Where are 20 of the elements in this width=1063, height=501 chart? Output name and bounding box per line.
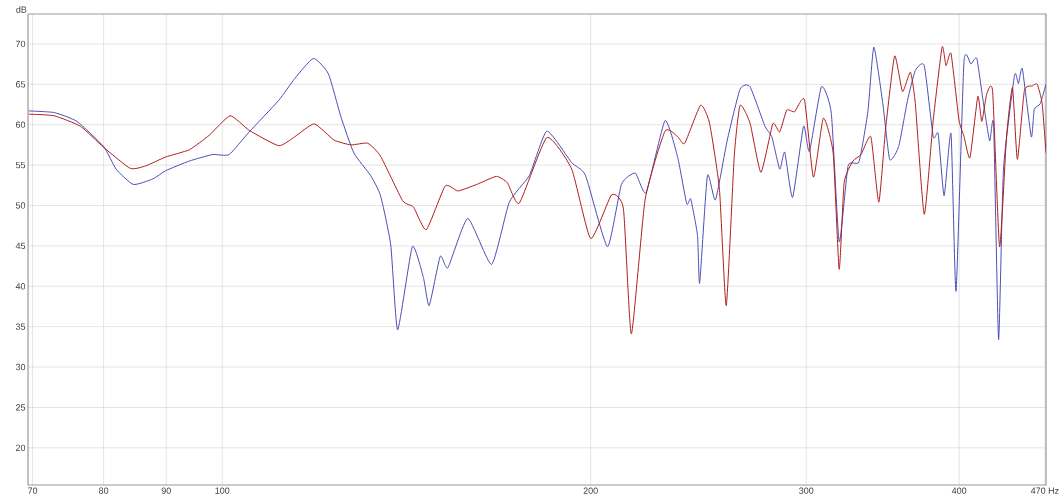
y-tick-label: 70: [15, 40, 26, 48]
x-tick-label: 470 Hz: [1030, 487, 1059, 494]
x-tick-label: 90: [161, 487, 171, 494]
y-tick-label: 30: [15, 363, 26, 371]
x-tick-label: 200: [583, 487, 598, 494]
y-axis-title: dB: [16, 6, 27, 13]
x-tick-label: 300: [799, 487, 814, 494]
y-tick-label: 40: [15, 283, 26, 290]
y-tick-label: 25: [15, 404, 26, 411]
y-tick-label: 45: [15, 242, 26, 249]
x-tick-label: 100: [215, 487, 230, 494]
x-tick-label: 80: [99, 487, 109, 494]
x-tick-label: 400: [951, 487, 967, 494]
y-tick-label: 50: [15, 202, 26, 209]
y-tick-label: 60: [15, 121, 26, 128]
x-tick-label: 70: [28, 487, 38, 494]
y-tick-label: 65: [15, 81, 26, 88]
y-tick-label: 35: [15, 323, 26, 330]
y-tick-label: 20: [15, 444, 26, 452]
y-tick-label: 55: [15, 161, 26, 169]
